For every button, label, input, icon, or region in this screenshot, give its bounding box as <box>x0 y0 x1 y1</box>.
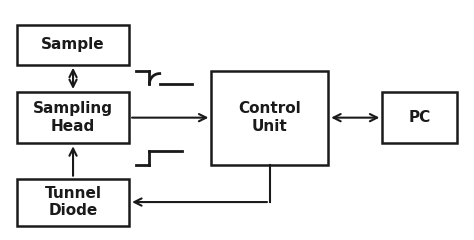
Bar <box>211 71 328 165</box>
Text: Tunnel
Diode: Tunnel Diode <box>45 186 101 218</box>
Bar <box>17 92 129 144</box>
Text: Sampling
Head: Sampling Head <box>33 102 113 134</box>
Text: Control
Unit: Control Unit <box>238 102 301 134</box>
Text: Sample: Sample <box>41 37 105 53</box>
Bar <box>17 179 129 226</box>
Text: PC: PC <box>409 110 431 125</box>
Bar <box>17 25 129 65</box>
Bar <box>382 92 457 144</box>
